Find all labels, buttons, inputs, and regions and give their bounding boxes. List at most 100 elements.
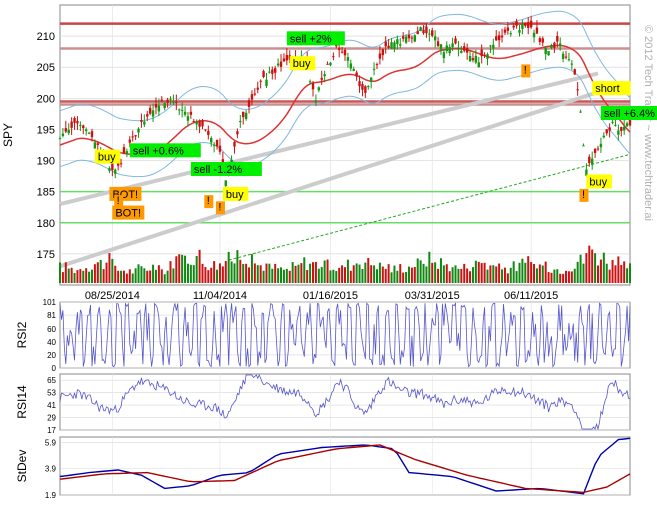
volume-bar xyxy=(114,265,117,283)
indicator-axis-label: RSI2 xyxy=(15,321,29,348)
volume-bar xyxy=(611,260,614,283)
candle-body xyxy=(346,57,350,61)
volume-bar xyxy=(599,259,602,283)
volume-bar xyxy=(579,254,582,283)
volume-bar xyxy=(277,268,280,283)
volume-bar xyxy=(629,263,631,283)
candle-body xyxy=(76,121,79,124)
candle-body xyxy=(201,120,204,127)
candle-body xyxy=(381,49,385,56)
candle-body xyxy=(125,151,129,154)
trendline xyxy=(228,153,631,261)
volume-bar xyxy=(326,259,329,283)
candle-body xyxy=(486,54,489,59)
signal-tag-label: buy xyxy=(589,176,607,188)
volume-bar xyxy=(364,262,367,283)
indicator-frame xyxy=(59,373,631,431)
candle-body xyxy=(67,129,70,134)
indicator-axis-label: RSI14 xyxy=(15,385,29,419)
candle-body xyxy=(122,147,126,154)
indicator-tick-label: 101 xyxy=(43,298,57,307)
volume-bar xyxy=(562,273,565,283)
candle-body xyxy=(439,44,443,50)
volume-bar xyxy=(445,264,448,283)
candle-body xyxy=(608,127,611,131)
candle-body xyxy=(387,45,390,48)
volume-bar xyxy=(495,266,498,283)
volume-bar xyxy=(457,268,460,283)
candle-body xyxy=(271,69,274,74)
candle-body xyxy=(614,124,617,126)
candle-body xyxy=(143,121,146,125)
volume-bar xyxy=(82,270,85,283)
candle-body xyxy=(390,42,393,49)
candle-body xyxy=(497,35,501,41)
volume-bar xyxy=(378,262,381,283)
volume-bar xyxy=(216,269,219,283)
date-tick-label: 08/25/2014 xyxy=(85,290,140,302)
volume-bar xyxy=(140,266,143,283)
volume-bar xyxy=(175,256,178,283)
candle-body xyxy=(483,54,486,56)
volume-bar xyxy=(186,263,189,283)
watermark: © 2012 Tech Trader ~ www.techtrader.ai xyxy=(642,25,654,221)
candle-body xyxy=(352,69,355,71)
volume-bar xyxy=(329,270,332,283)
volume-bar xyxy=(157,265,160,283)
candle-body xyxy=(114,169,117,174)
candle-body xyxy=(116,161,120,166)
volume-bar xyxy=(410,267,413,283)
volume-bar xyxy=(120,270,123,283)
candle-body xyxy=(463,46,466,51)
candle-body xyxy=(593,148,597,153)
candle-body xyxy=(253,93,257,95)
volume-bar xyxy=(210,267,213,283)
volume-bar xyxy=(291,262,294,283)
volume-bar xyxy=(218,263,221,283)
indicator-tick-label: 60 xyxy=(47,325,56,334)
volume-bar xyxy=(471,267,474,283)
volume-bar xyxy=(556,269,559,283)
candle-body xyxy=(553,42,556,48)
signal-tag xyxy=(592,81,631,96)
volume-bar xyxy=(149,270,152,283)
volume-bar xyxy=(341,265,344,283)
candle-body xyxy=(93,142,97,149)
signal-tag xyxy=(190,162,262,176)
candle-body xyxy=(544,47,547,55)
candle-body xyxy=(247,100,251,107)
volume-bar xyxy=(367,257,370,283)
candle-body xyxy=(579,111,582,113)
price-tick-label: 195 xyxy=(37,124,55,136)
volume-bar xyxy=(346,259,349,283)
volume-bar xyxy=(407,266,410,283)
volume-bar xyxy=(373,265,376,283)
volume-bar xyxy=(515,271,518,283)
candle-body xyxy=(561,53,565,59)
candle-body xyxy=(314,100,318,103)
candle-body xyxy=(128,139,131,143)
candle-body xyxy=(276,63,280,66)
indicator-tick-label: 53 xyxy=(47,389,56,398)
volume-bar xyxy=(309,263,312,283)
rsi2-panel: 0 20 40 60 81 101 RSI2 xyxy=(15,298,631,373)
volume-bar xyxy=(172,268,175,283)
volume-bar xyxy=(317,268,320,283)
volume-bar xyxy=(602,252,605,283)
volume-bar xyxy=(530,262,533,283)
candle-body xyxy=(605,129,608,134)
candle-body xyxy=(492,44,495,49)
candle-body xyxy=(559,43,562,47)
rsi14-panel: 17 29 41 53 65 RSI14 xyxy=(15,373,631,435)
candle-body xyxy=(230,159,233,164)
volume-bar xyxy=(67,268,70,283)
signal-tag xyxy=(289,56,316,71)
volume-bar xyxy=(434,262,437,283)
volume-bar xyxy=(608,269,611,283)
volume-bar xyxy=(521,258,524,283)
volume-bar xyxy=(195,255,198,283)
volume-bar xyxy=(439,258,442,283)
volume-bar xyxy=(253,263,256,283)
volume-bar xyxy=(591,249,594,283)
volume-bar xyxy=(480,263,483,283)
